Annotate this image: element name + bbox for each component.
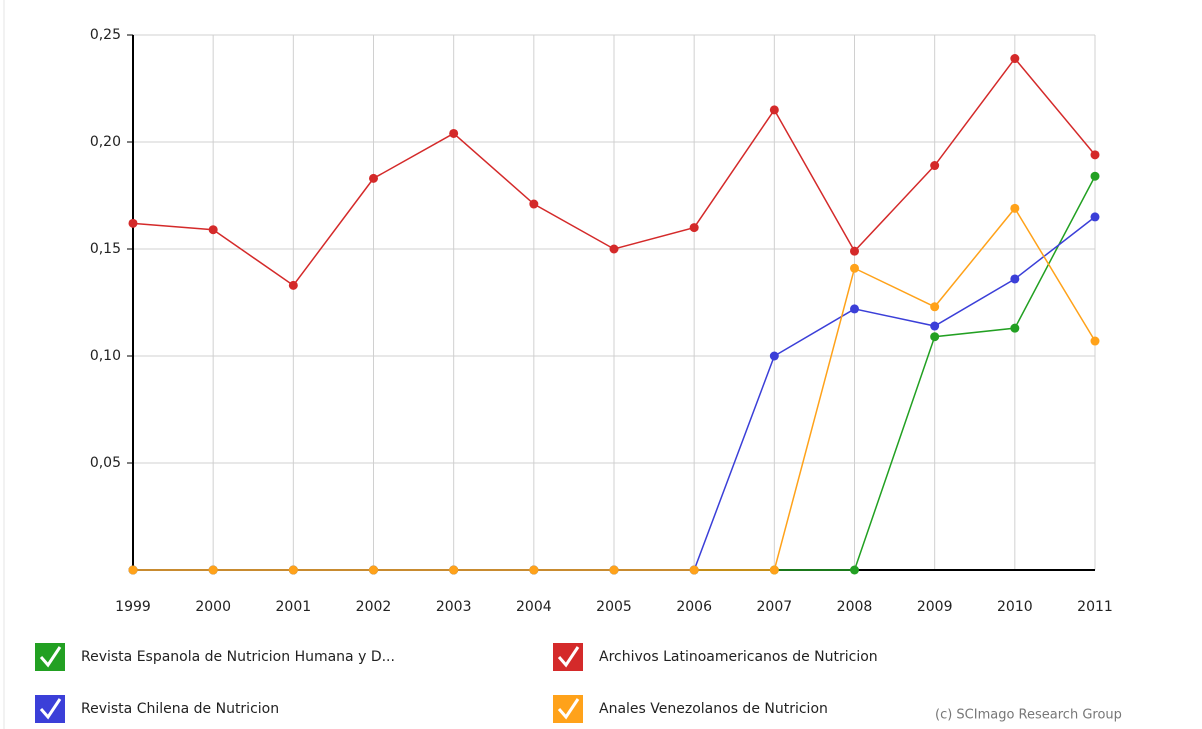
y-tick-label: 0,05 — [90, 455, 121, 471]
data-point — [1010, 54, 1020, 64]
data-point — [1010, 274, 1020, 284]
y-tick-label: 0,15 — [90, 241, 121, 257]
data-point — [1090, 171, 1100, 181]
x-tick-label: 2008 — [837, 599, 873, 615]
data-point — [1090, 150, 1100, 160]
legend-label: Revista Espanola de Nutricion Humana y D… — [81, 649, 395, 665]
data-point — [689, 223, 699, 233]
data-point — [769, 105, 779, 115]
data-point — [930, 302, 940, 312]
data-point — [449, 128, 459, 138]
x-tick-label: 2006 — [676, 599, 712, 615]
legend-label: Revista Chilena de Nutricion — [81, 701, 279, 717]
legend-item[interactable]: Revista Espanola de Nutricion Humana y D… — [35, 643, 395, 671]
check-mark — [557, 698, 580, 720]
data-point — [930, 161, 940, 171]
y-tick-label: 0,10 — [90, 348, 121, 364]
data-point — [1090, 336, 1100, 346]
data-point — [208, 225, 218, 235]
data-point — [529, 565, 539, 575]
data-point — [369, 173, 378, 183]
x-tick-label: 1999 — [115, 599, 151, 615]
x-tick-label: 2009 — [917, 599, 953, 615]
data-point — [689, 565, 699, 575]
data-point — [609, 244, 619, 254]
data-point — [930, 332, 940, 342]
x-tick-label: 2010 — [997, 599, 1033, 615]
legend-item[interactable]: Revista Chilena de Nutricion — [35, 695, 279, 723]
data-point — [850, 565, 859, 575]
data-point — [288, 565, 298, 575]
x-tick-label: 2002 — [356, 599, 392, 615]
data-point — [850, 263, 859, 273]
data-point — [769, 351, 779, 361]
legend-label: Anales Venezolanos de Nutricion — [599, 701, 828, 717]
legend-checkbox[interactable] — [553, 643, 583, 671]
data-point — [1010, 203, 1020, 213]
legend-checkbox[interactable] — [35, 695, 65, 723]
x-tick-label: 2003 — [436, 599, 472, 615]
legend-item[interactable]: Anales Venezolanos de Nutricion — [553, 695, 828, 723]
x-tick-label: 2000 — [195, 599, 231, 615]
check-mark — [39, 698, 62, 720]
data-point — [369, 565, 378, 575]
y-tick-label: 0,20 — [90, 134, 121, 150]
legend-label: Archivos Latinoamericanos de Nutricion — [599, 649, 878, 665]
x-tick-label: 2005 — [596, 599, 632, 615]
data-point — [529, 199, 539, 209]
data-point — [850, 246, 859, 256]
check-mark — [557, 646, 580, 668]
data-point — [1010, 323, 1020, 333]
data-point — [208, 565, 218, 575]
data-point — [128, 218, 138, 228]
data-point — [609, 565, 619, 575]
data-point — [449, 565, 459, 575]
credit: (c) SCImago Research Group — [935, 708, 1122, 723]
data-point — [769, 565, 779, 575]
x-tick-label: 2007 — [757, 599, 793, 615]
x-tick-label: 2001 — [276, 599, 312, 615]
legend-checkbox[interactable] — [553, 695, 583, 723]
check-mark — [39, 646, 62, 668]
x-tick-label: 2004 — [516, 599, 552, 615]
legend-item[interactable]: Archivos Latinoamericanos de Nutricion — [553, 643, 878, 671]
data-point — [1090, 212, 1100, 222]
data-point — [930, 321, 940, 331]
data-point — [128, 565, 138, 575]
data-point — [288, 280, 298, 290]
legend-checkbox[interactable] — [35, 643, 65, 671]
x-tick-label: 2011 — [1077, 599, 1113, 615]
y-tick-label: 0,25 — [90, 27, 121, 43]
data-point — [850, 304, 859, 314]
